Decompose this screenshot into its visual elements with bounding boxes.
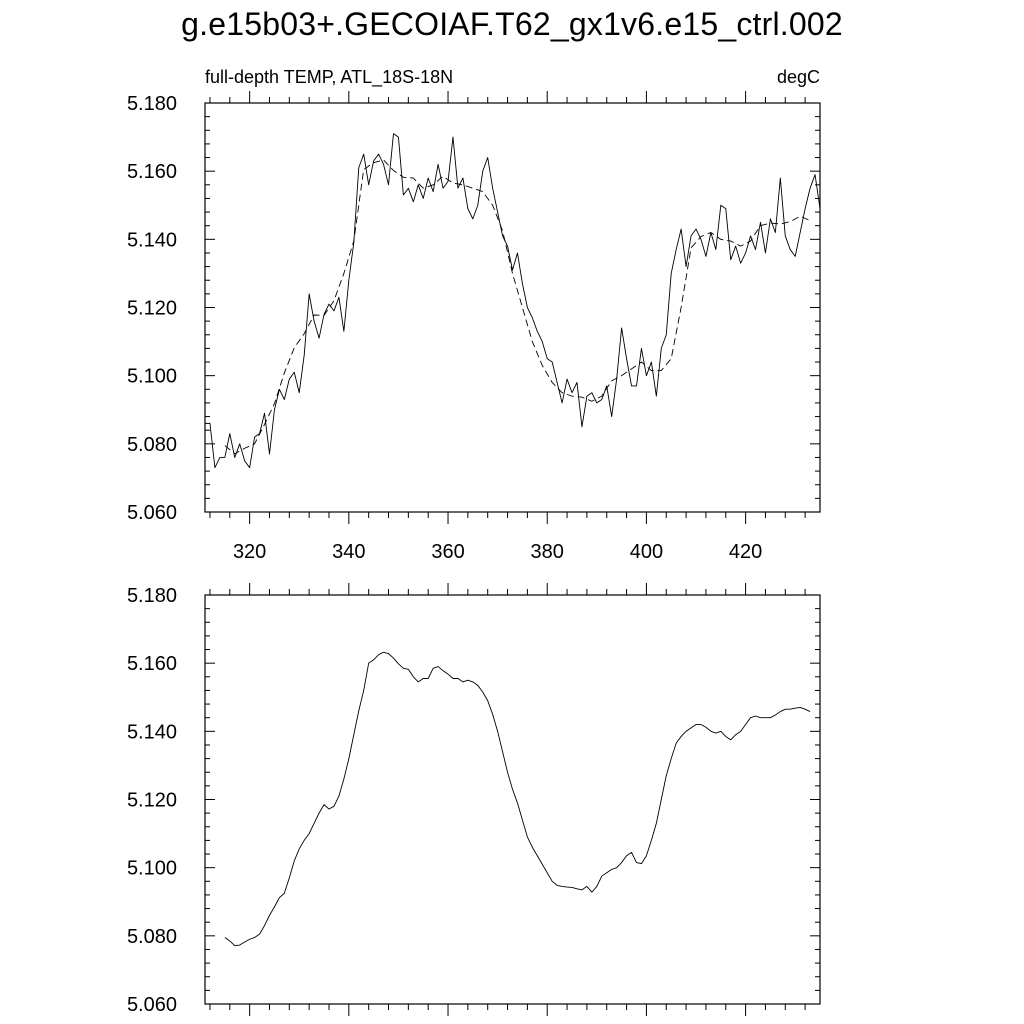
y-tick-label: 5.140: [127, 229, 177, 251]
y-tick-label: 5.140: [127, 721, 177, 743]
y-tick-label: 5.100: [127, 858, 177, 880]
y-tick-label: 5.060: [127, 502, 177, 524]
series-line-smoothed: [224, 159, 811, 455]
y-tick-label: 5.180: [127, 585, 177, 607]
subtitle-left: full-depth TEMP, ATL_18S-18N: [205, 67, 453, 88]
y-tick-label: 5.120: [127, 790, 177, 812]
x-tick-label: 420: [729, 541, 762, 563]
series-line-0: [224, 651, 811, 947]
y-tick-label: 5.160: [127, 653, 177, 675]
plot-frame: [204, 594, 821, 1005]
y-tick-label: 5.160: [127, 161, 177, 183]
x-tick-label: 360: [431, 541, 464, 563]
top-panel: full-depth TEMP, ATL_18S-18N degC 5.060 5.0…: [127, 67, 821, 563]
x-tick-label: 400: [630, 541, 663, 563]
y-tick-label: 5.100: [127, 366, 177, 388]
bottom-panel: 5.060 5.080 5.100 5.120 5.140 5.160 5.180: [127, 583, 821, 1016]
y-tick-label: 5.060: [127, 994, 177, 1016]
subtitle-right: degC: [777, 67, 820, 87]
y-tick-label: 5.080: [127, 434, 177, 456]
x-tick-label: 380: [531, 541, 564, 563]
y-tick-label: 5.180: [127, 93, 177, 115]
main-title: g.e15b03+.GECOIAF.T62_gx1v6.e15_ctrl.002: [181, 6, 843, 42]
x-tick-label: 340: [332, 541, 365, 563]
plot-frame: [204, 102, 821, 513]
x-tick-label: 320: [233, 541, 266, 563]
y-tick-label: 5.120: [127, 298, 177, 320]
y-tick-label: 5.080: [127, 926, 177, 948]
series-line-0: [205, 133, 821, 469]
